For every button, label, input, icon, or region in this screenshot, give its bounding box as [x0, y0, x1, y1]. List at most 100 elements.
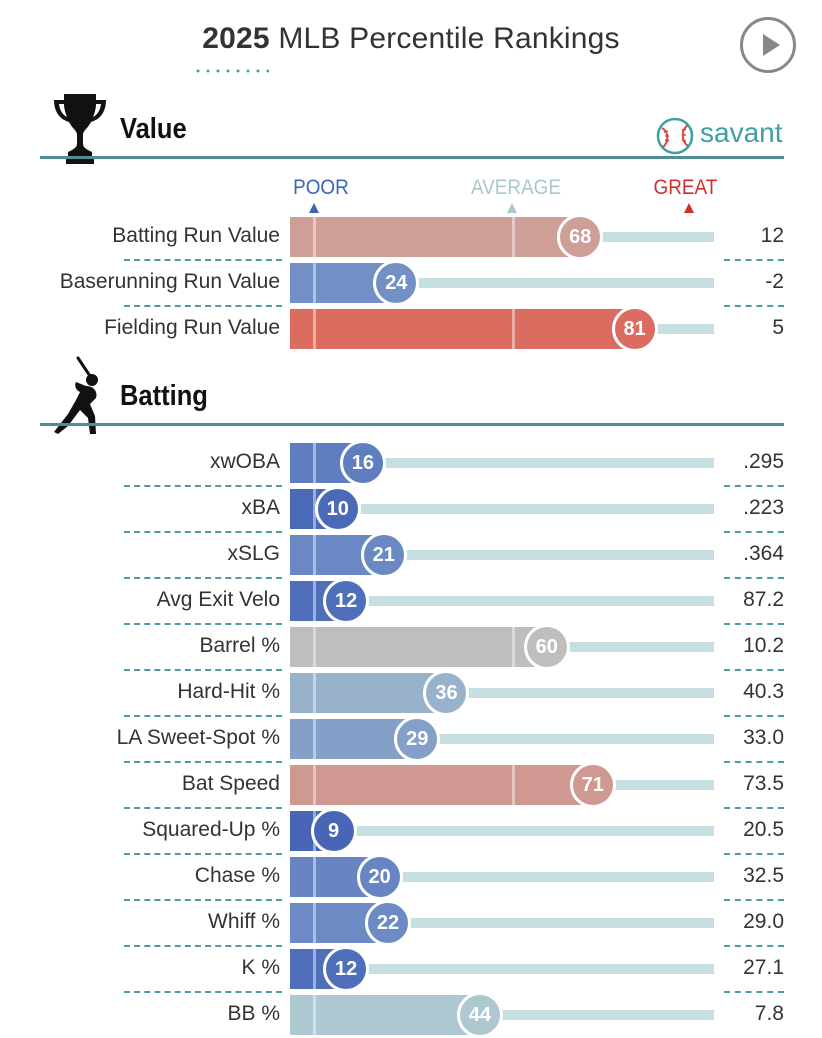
percentile-bubble[interactable]: 44 — [456, 992, 503, 1038]
metric-label: Hard-Hit % — [177, 680, 280, 703]
percentile-bubble[interactable]: 36 — [423, 670, 470, 716]
row-divider — [724, 531, 784, 533]
percentile-bar — [290, 627, 547, 667]
percentile-bar — [290, 995, 480, 1035]
title-year: 2025 — [202, 22, 270, 55]
bar-gridline — [313, 309, 316, 349]
row-divider — [124, 305, 282, 307]
bar-gridline — [313, 673, 316, 713]
row-divider — [724, 715, 784, 717]
bar-track — [396, 278, 714, 288]
row-divider — [124, 807, 282, 809]
row-divider — [124, 669, 282, 671]
bar-track — [417, 734, 714, 744]
percentile-bubble[interactable]: 21 — [360, 532, 407, 578]
bar-gridline — [512, 309, 515, 349]
scale-label-great: GREAT — [653, 176, 718, 199]
percentile-bubble[interactable]: 10 — [314, 486, 361, 532]
row-divider — [724, 305, 784, 307]
scale-label-poor: POOR — [293, 176, 349, 199]
percentile-bubble[interactable]: 24 — [373, 260, 420, 306]
row-divider — [724, 945, 784, 947]
bar-gridline — [313, 949, 316, 989]
row-divider — [124, 531, 282, 533]
percentile-bubble[interactable]: 71 — [569, 762, 616, 808]
metric-value: 20.5 — [743, 818, 784, 841]
percentile-bubble[interactable]: 9 — [310, 808, 357, 854]
metric-value: .364 — [743, 542, 784, 565]
row-divider — [124, 853, 282, 855]
metric-label: Baserunning Run Value — [59, 270, 280, 293]
metric-label: xBA — [241, 496, 280, 519]
metric-label: Barrel % — [199, 634, 280, 657]
bar-gridline — [512, 627, 515, 667]
percentile-bubble[interactable]: 29 — [394, 716, 441, 762]
metric-label: Whiff % — [208, 910, 280, 933]
title-dotted-underline — [193, 68, 269, 74]
row-divider — [724, 577, 784, 579]
row-divider — [724, 807, 784, 809]
great-arrow-icon — [684, 203, 694, 213]
bar-track — [337, 504, 714, 514]
bar-track — [383, 550, 714, 560]
title-text: MLB Percentile Rankings — [278, 22, 620, 55]
bar-gridline — [313, 995, 316, 1035]
row-divider — [724, 991, 784, 993]
bar-gridline — [313, 719, 316, 759]
metric-value: 32.5 — [743, 864, 784, 887]
percentile-bubble[interactable]: 68 — [557, 214, 604, 260]
row-divider — [724, 485, 784, 487]
row-divider — [124, 899, 282, 901]
bar-track — [634, 324, 714, 334]
metric-label: K % — [241, 956, 280, 979]
bar-track — [446, 688, 714, 698]
percentile-bubble[interactable]: 12 — [323, 578, 370, 624]
baseball-icon — [656, 117, 694, 155]
row-divider — [124, 991, 282, 993]
metric-value: 12 — [760, 224, 784, 247]
percentile-bubble[interactable]: 16 — [339, 440, 386, 486]
bar-track — [387, 918, 714, 928]
page-title: 2025 MLB Percentile Rankings — [202, 22, 620, 55]
metric-label: LA Sweet-Spot % — [116, 726, 280, 749]
bar-track — [362, 458, 714, 468]
metric-value: 10.2 — [743, 634, 784, 657]
metric-label: Avg Exit Velo — [156, 588, 280, 611]
row-divider — [724, 669, 784, 671]
metric-value: 5 — [772, 316, 784, 339]
metric-value: 40.3 — [743, 680, 784, 703]
percentile-bar — [290, 765, 593, 805]
metric-value: 27.1 — [743, 956, 784, 979]
bar-gridline — [313, 857, 316, 897]
bar-gridline — [313, 903, 316, 943]
row-divider — [124, 577, 282, 579]
bar-gridline — [512, 765, 515, 805]
metric-value: 33.0 — [743, 726, 784, 749]
metric-label: Fielding Run Value — [104, 316, 280, 339]
bar-gridline — [313, 489, 316, 529]
percentile-bubble[interactable]: 81 — [611, 306, 658, 352]
row-divider — [124, 485, 282, 487]
percentile-bar — [290, 217, 581, 257]
percentile-bubble[interactable]: 22 — [364, 900, 411, 946]
bar-gridline — [313, 263, 316, 303]
section-title-batting: Batting — [120, 380, 208, 412]
percentile-bar — [290, 673, 447, 713]
bar-track — [580, 232, 714, 242]
percentile-bubble[interactable]: 20 — [356, 854, 403, 900]
percentile-bubble[interactable]: 60 — [523, 624, 570, 670]
scale-label-average: AVERAGE — [470, 176, 561, 199]
metric-label: Chase % — [194, 864, 280, 887]
batter-icon — [54, 356, 98, 434]
row-divider — [724, 899, 784, 901]
row-divider — [124, 259, 282, 261]
metric-label: BB % — [227, 1002, 280, 1025]
metric-label: Squared-Up % — [142, 818, 280, 841]
row-divider — [124, 623, 282, 625]
play-button[interactable] — [740, 17, 796, 73]
metric-value: -2 — [765, 270, 784, 293]
bar-gridline — [313, 535, 316, 575]
metric-value: 7.8 — [754, 1002, 784, 1025]
row-divider — [124, 715, 282, 717]
percentile-bubble[interactable]: 12 — [323, 946, 370, 992]
